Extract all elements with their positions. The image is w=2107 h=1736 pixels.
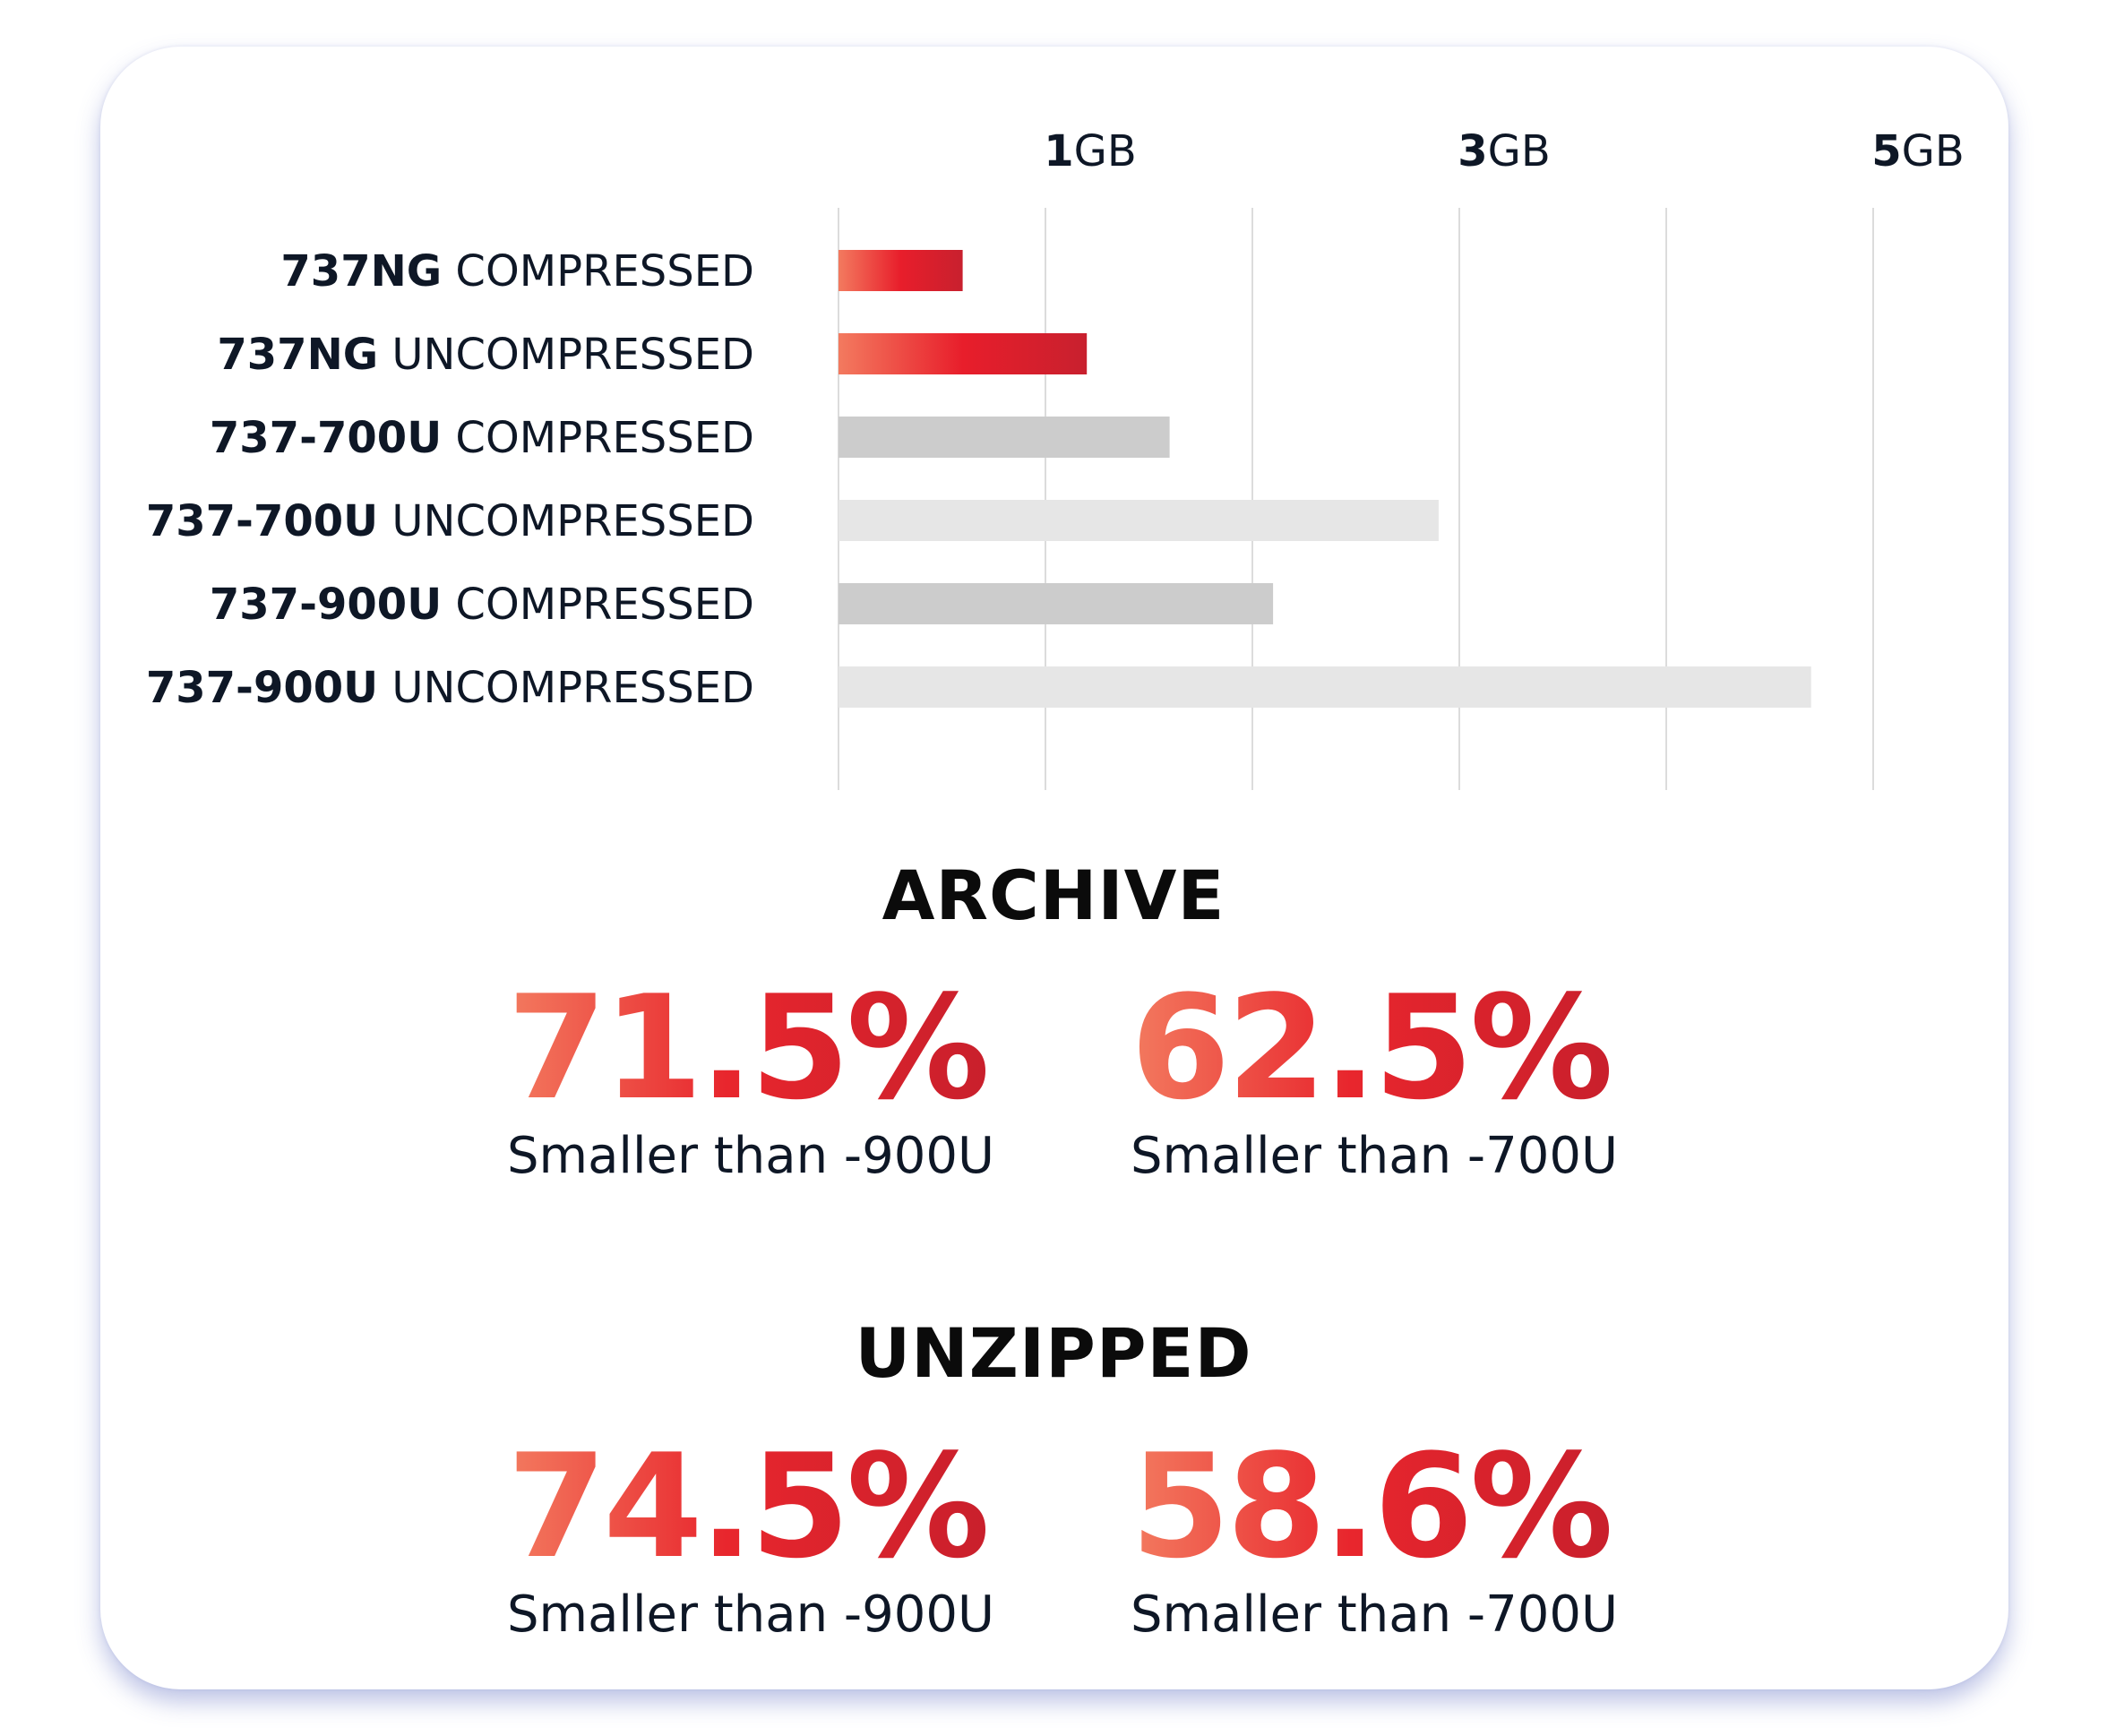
category-label-model: 737NG (217, 330, 378, 380)
category-label: 737-700U UNCOMPRESSED (146, 496, 754, 546)
tick-number: 1 (1044, 126, 1073, 176)
section-title-unzipped: UNZIPPED (855, 1313, 1252, 1393)
category-label-type: COMPRESSED (442, 246, 754, 296)
category-label-type: UNCOMPRESSED (378, 663, 754, 713)
category-label: 737NG COMPRESSED (280, 246, 754, 296)
category-label-type: UNCOMPRESSED (378, 496, 754, 546)
category-label-type: COMPRESSED (442, 413, 754, 463)
bar-5 (838, 666, 1811, 708)
stat-value: 58.6% (1131, 1435, 1618, 1578)
stat-archive-900u: 71.5% Smaller than -900U (507, 976, 994, 1186)
category-label: 737NG UNCOMPRESSED (217, 330, 754, 380)
bar-0 (838, 250, 963, 291)
tick-unit: GB (1488, 126, 1551, 176)
category-label-type: COMPRESSED (442, 580, 754, 630)
stat-value: 74.5% (507, 1435, 994, 1578)
bar-3 (838, 500, 1439, 541)
stat-caption: Smaller than -700U (1131, 1127, 1618, 1185)
stat-caption: Smaller than -700U (1131, 1586, 1618, 1644)
tick-number: 5 (1871, 126, 1901, 176)
tick-label-1: 1GB (1044, 126, 1137, 176)
category-label-model: 737-700U (146, 496, 378, 546)
stat-caption: Smaller than -900U (507, 1586, 994, 1644)
bar-2 (838, 417, 1170, 458)
tick-number: 3 (1458, 126, 1487, 176)
category-label-model: 737-700U (210, 413, 442, 463)
stat-value: 62.5% (1131, 976, 1618, 1120)
stat-caption: Smaller than -900U (507, 1127, 994, 1185)
bar-1 (838, 333, 1088, 374)
category-label: 737-700U COMPRESSED (210, 413, 754, 463)
stat-unzipped-900u: 74.5% Smaller than -900U (507, 1435, 994, 1645)
stat-unzipped-700u: 58.6% Smaller than -700U (1131, 1435, 1618, 1645)
tick-label-5: 5GB (1871, 126, 1965, 176)
stat-archive-700u: 62.5% Smaller than -700U (1131, 976, 1618, 1186)
category-label-model: 737NG (280, 246, 442, 296)
stat-value: 71.5% (507, 976, 994, 1120)
tick-label-3: 3GB (1458, 126, 1551, 176)
tick-unit: GB (1902, 126, 1965, 176)
category-label-type: UNCOMPRESSED (378, 330, 754, 380)
category-label: 737-900U COMPRESSED (210, 580, 754, 630)
card (100, 47, 2008, 1689)
category-label: 737-900U UNCOMPRESSED (146, 663, 754, 713)
category-label-model: 737-900U (210, 580, 442, 630)
bar-4 (838, 583, 1274, 624)
category-label-model: 737-900U (146, 663, 378, 713)
tick-unit: GB (1074, 126, 1137, 176)
section-title-archive: ARCHIVE (882, 855, 1226, 935)
